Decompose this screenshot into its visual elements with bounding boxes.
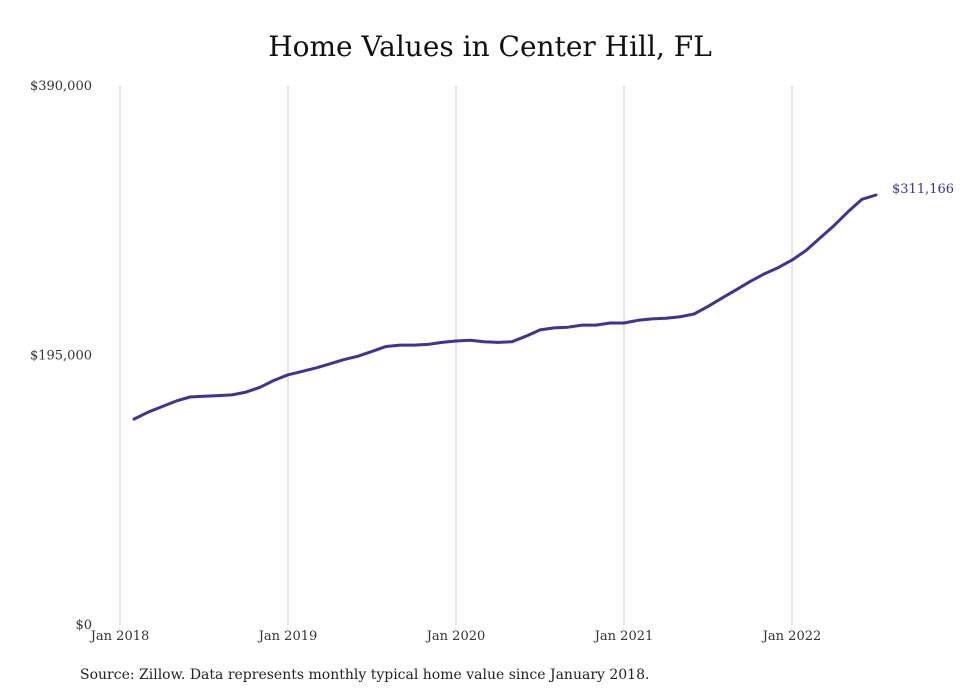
x-tick-label: Jan 2021: [593, 629, 654, 644]
y-tick-label: $195,000: [30, 349, 92, 364]
chart-title: Home Values in Center Hill, FL: [268, 30, 712, 63]
end-value-label: $311,166: [892, 182, 954, 197]
x-tick-label: Jan 2019: [257, 629, 318, 644]
x-tick-label: Jan 2018: [89, 629, 150, 644]
y-tick-label: $0: [75, 618, 92, 633]
source-note: Source: Zillow. Data represents monthly …: [80, 667, 650, 683]
grid-lines: [119, 86, 793, 625]
x-tick-label: Jan 2020: [425, 629, 486, 644]
x-axis-ticks: Jan 2018 Jan 2019 Jan 2020 Jan 2021 Jan 2022: [89, 629, 822, 644]
x-tick-label: Jan 2022: [761, 629, 822, 644]
y-tick-label: $390,000: [30, 79, 92, 94]
series-line-home-values: [132, 193, 878, 421]
y-axis-ticks: $390,000 $195,000 $0: [30, 79, 92, 633]
